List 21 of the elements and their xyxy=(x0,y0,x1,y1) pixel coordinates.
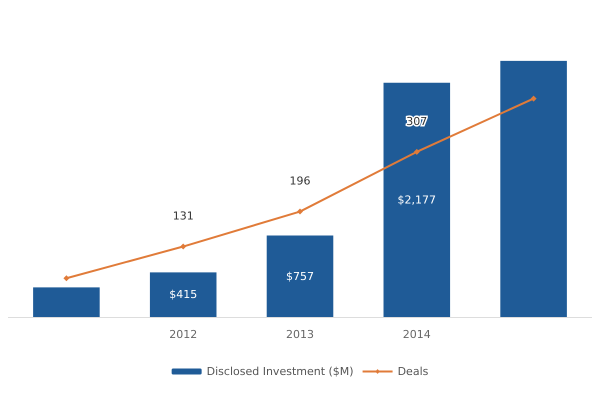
data-label: $2,177 xyxy=(398,193,436,206)
point xyxy=(63,275,70,282)
x-tick-label: 2014 xyxy=(402,328,431,341)
data-label: 307 xyxy=(406,114,428,128)
data-label: 131 xyxy=(172,210,194,223)
point xyxy=(297,208,303,215)
point xyxy=(180,244,186,250)
legend-label: Deals xyxy=(398,365,429,378)
data-label: $757 xyxy=(286,270,314,283)
bar xyxy=(150,272,216,317)
point xyxy=(530,96,537,102)
data-label: 196 xyxy=(290,174,310,188)
bar xyxy=(33,287,100,317)
point xyxy=(414,148,420,155)
x-tick-label: 2013 xyxy=(286,328,314,341)
data-label: $415 xyxy=(169,288,198,302)
legend-label: Disclosed Investment ($M) xyxy=(206,365,354,378)
bar xyxy=(384,82,450,317)
bar xyxy=(266,236,334,317)
bar xyxy=(500,60,567,317)
x-tick-label: 2012 xyxy=(169,328,198,341)
